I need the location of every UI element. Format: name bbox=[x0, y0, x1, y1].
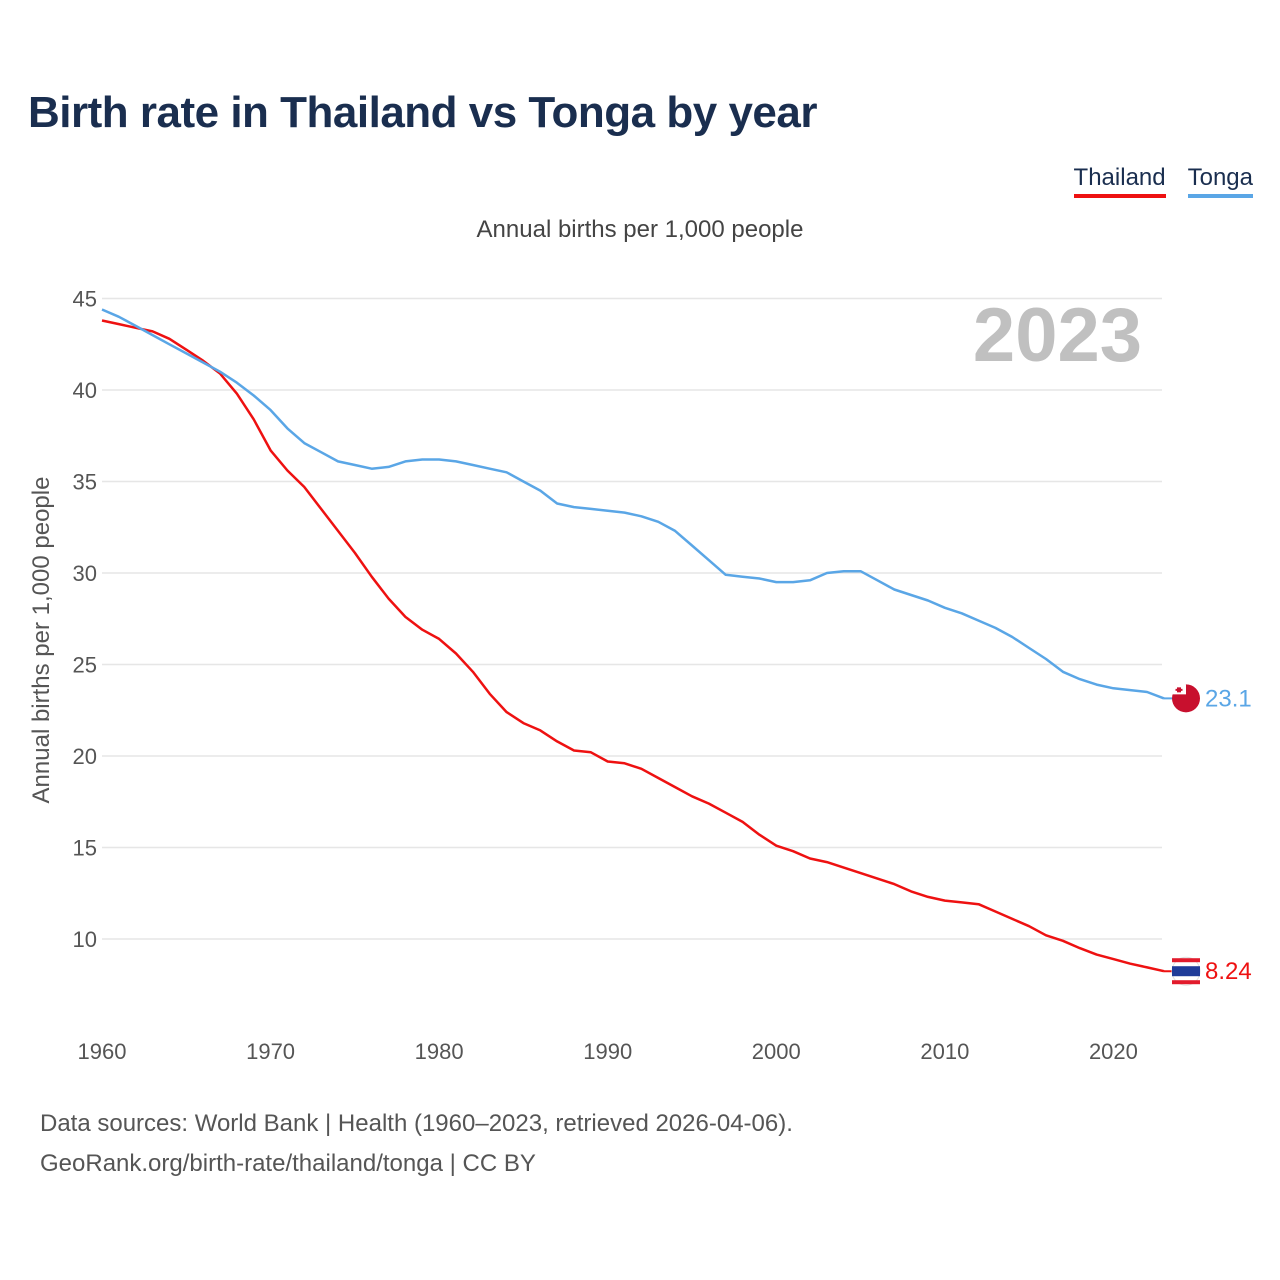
series-line-tonga bbox=[101, 308, 1165, 700]
y-tick-label: 25 bbox=[73, 653, 97, 678]
legend: Thailand Tonga bbox=[1073, 164, 1253, 198]
chart-subtitle: Annual births per 1,000 people bbox=[476, 216, 804, 243]
x-tick-label: 1990 bbox=[583, 1039, 632, 1064]
x-tick-label: 2000 bbox=[752, 1039, 801, 1064]
tonga-end-label: 23.1 bbox=[1205, 685, 1252, 712]
thailand-end-label: 8.24 bbox=[1205, 958, 1252, 985]
x-tick-label: 1960 bbox=[78, 1039, 127, 1064]
chart-title: Birth rate in Thailand vs Tonga by year bbox=[28, 88, 817, 137]
y-tick-label: 10 bbox=[73, 927, 97, 952]
thailand-flag-stripe-mid bbox=[1172, 966, 1200, 977]
tonga-flag-cross-h bbox=[1175, 688, 1183, 691]
x-tick-label: 1980 bbox=[415, 1039, 464, 1064]
footer-sources: Data sources: World Bank | Health (1960–… bbox=[40, 1110, 793, 1137]
y-tick-label: 40 bbox=[73, 378, 97, 403]
x-tick-label: 2010 bbox=[920, 1039, 969, 1064]
series-line-thailand bbox=[101, 319, 1165, 973]
footer: Data sources: World Bank | Health (1960–… bbox=[40, 1104, 793, 1184]
thailand-flag-stripe-top bbox=[1172, 958, 1200, 963]
y-tick-label: 30 bbox=[73, 561, 97, 586]
y-tick-label: 45 bbox=[73, 287, 97, 312]
legend-item-tonga[interactable]: Tonga bbox=[1187, 164, 1253, 198]
x-tick-label: 1970 bbox=[246, 1039, 295, 1064]
y-tick-label: 15 bbox=[73, 836, 97, 861]
legend-item-thailand[interactable]: Thailand bbox=[1073, 164, 1166, 198]
footer-credit: GeoRank.org/birth-rate/thailand/tonga | … bbox=[40, 1150, 536, 1177]
thailand-flag-stripe-bottom bbox=[1172, 980, 1200, 985]
y-tick-label: 20 bbox=[73, 744, 97, 769]
year-badge: 2023 bbox=[972, 293, 1142, 378]
y-tick-label: 35 bbox=[73, 470, 97, 495]
x-tick-label: 2020 bbox=[1089, 1039, 1138, 1064]
